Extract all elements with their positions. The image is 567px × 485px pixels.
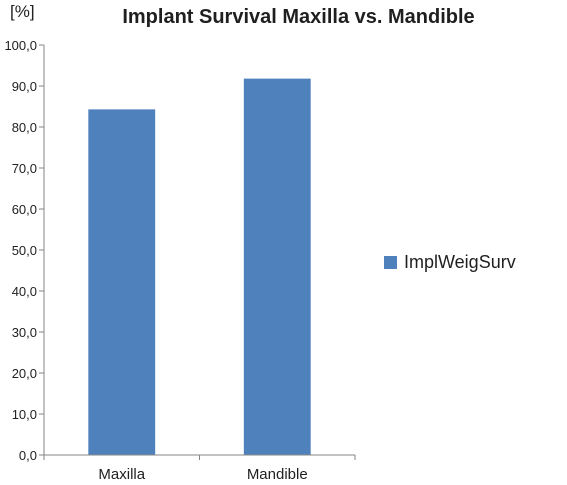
- y-tick-label: 70,0: [12, 161, 37, 176]
- y-tick-label: 10,0: [12, 407, 37, 422]
- x-tick-label: Mandible: [247, 466, 308, 483]
- y-tick-label: 20,0: [12, 366, 37, 381]
- y-tick-label: 30,0: [12, 325, 37, 340]
- y-tick-label: 40,0: [12, 284, 37, 299]
- legend: ImplWeigSurv: [384, 252, 516, 272]
- y-tick-label: 80,0: [12, 120, 37, 135]
- bar-maxilla: [88, 109, 156, 456]
- legend-label: ImplWeigSurv: [404, 252, 516, 272]
- y-tick-label: 60,0: [12, 202, 37, 217]
- bars: [88, 78, 311, 456]
- y-axis-ticks: 0,0 10,0 20,0 30,0 40,0 50,0 60,0 70,0 80,0 90,0 1…: [4, 38, 44, 463]
- y-tick-label: 50,0: [12, 243, 37, 258]
- x-axis-labels: Maxilla Mandible: [98, 466, 307, 483]
- legend-swatch: [384, 256, 397, 269]
- y-tick-label: 90,0: [12, 79, 37, 94]
- axes: [43, 45, 356, 460]
- y-tick-label: 0,0: [19, 448, 37, 463]
- y-axis-label: [%]: [10, 2, 35, 21]
- bar-mandible: [243, 78, 311, 456]
- chart-title: Implant Survival Maxilla vs. Mandible: [122, 6, 475, 28]
- x-tick-label: Maxilla: [98, 466, 145, 483]
- y-tick-label: 100,0: [4, 38, 37, 53]
